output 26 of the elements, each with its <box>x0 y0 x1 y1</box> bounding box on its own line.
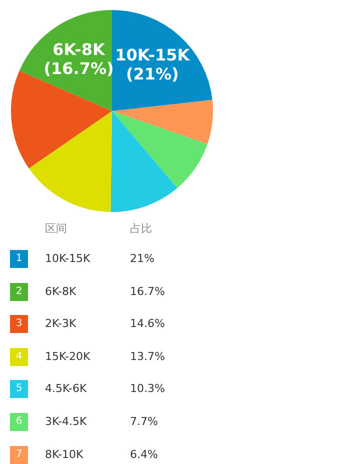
legend-swatch: 3 <box>10 315 28 334</box>
legend-swatch: 7 <box>10 446 28 464</box>
data-label: 13.7% <box>130 350 165 363</box>
legend-swatch: 1 <box>10 250 28 268</box>
legend-swatch: 2 <box>10 282 28 301</box>
legend-label: 6K-8K <box>45 284 76 298</box>
legend-label: 10K-15K <box>45 252 90 265</box>
text: (21%) <box>126 64 179 84</box>
text: 占比 <box>130 221 152 236</box>
data-label: 14.6% <box>130 317 165 330</box>
legend-swatch: 5 <box>10 380 28 398</box>
text: 区间 <box>45 221 67 236</box>
data-label: 10.3% <box>130 382 165 396</box>
data-label: 21% <box>130 252 154 265</box>
legend-label: 15K-20K <box>45 350 90 363</box>
legend-label: 3K-4.5K <box>45 415 87 428</box>
slice-label: 10K-15K <box>115 45 190 64</box>
legend-label: 2K-3K <box>45 317 76 330</box>
legend-swatch: 4 <box>10 348 28 366</box>
data-label: 6.4% <box>130 448 158 461</box>
data-label: 7.7% <box>130 415 158 428</box>
legend-label: 8K-10K <box>45 448 84 461</box>
legend-label: 4.5K-6K <box>45 382 87 396</box>
data-label: 16.7% <box>130 284 165 298</box>
legend-swatch: 6 <box>10 413 28 431</box>
slice-label: 6K-8K <box>52 40 106 59</box>
